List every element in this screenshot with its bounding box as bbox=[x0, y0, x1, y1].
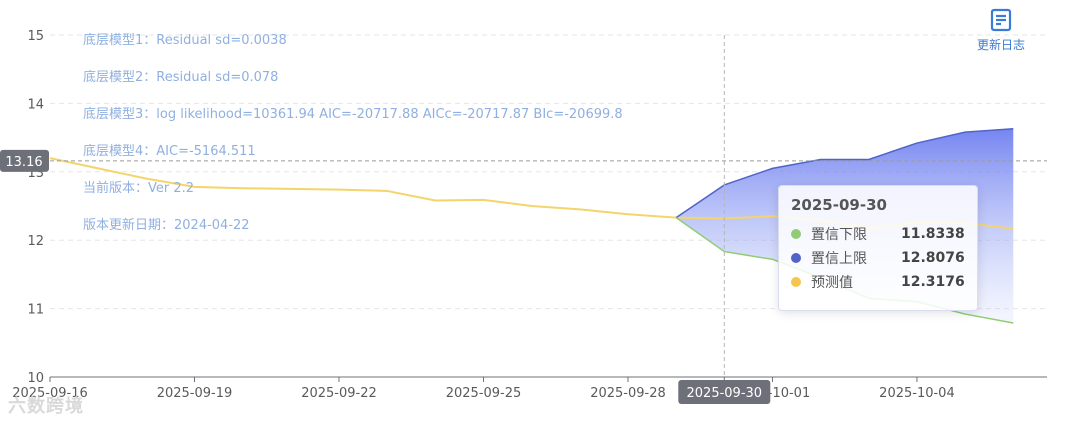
tooltip-value: 11.8338 bbox=[901, 226, 965, 242]
x-tick-label: 2025-09-19 bbox=[157, 386, 233, 401]
model-info-line: 底层模型3：log likelihood=10361.94 AIC=-20717… bbox=[83, 106, 623, 122]
y-tick-label: 11 bbox=[27, 303, 44, 318]
legend-dot-forecast bbox=[791, 277, 801, 287]
x-tick-label: 2025-09-22 bbox=[301, 386, 377, 401]
y-tick-label: 14 bbox=[27, 97, 44, 112]
crosshair: 13.16 2025-09-30 bbox=[0, 35, 1047, 404]
model-info-line: 当前版本：Ver 2.2 bbox=[83, 180, 194, 196]
y-tick-label: 15 bbox=[27, 29, 44, 44]
model-info-text: 底层模型1：Residual sd=0.0038 底层模型2：Residual s… bbox=[83, 32, 623, 233]
document-icon bbox=[990, 8, 1012, 32]
legend-dot-upper bbox=[791, 253, 801, 263]
watermark: 六数跨境 bbox=[8, 396, 84, 417]
tooltip-name: 置信下限 bbox=[811, 227, 867, 243]
tooltip-name: 置信上限 bbox=[811, 251, 867, 267]
tooltip-title: 2025-09-30 bbox=[791, 196, 887, 214]
model-info-line: 版本更新日期：2024-04-22 bbox=[83, 217, 250, 233]
crosshair-y-label-bg bbox=[0, 149, 49, 172]
model-info-line: 底层模型1：Residual sd=0.0038 bbox=[83, 32, 287, 48]
tooltip-row-lower: 置信下限 11.8338 bbox=[791, 222, 965, 246]
tooltip-value: 12.3176 bbox=[901, 274, 965, 290]
x-axis: 2025-09-16 2025-09-19 2025-09-22 2025-09-25… bbox=[12, 376, 1047, 401]
x-tick-label: 2025-09-16 bbox=[12, 386, 88, 401]
crosshair-y-label: 13.16 bbox=[5, 155, 42, 170]
crosshair-x-label: 2025-09-30 bbox=[687, 386, 763, 401]
y-tick-label: 12 bbox=[27, 234, 44, 249]
series-line bbox=[675, 127, 1014, 219]
model-info-line: 底层模型2：Residual sd=0.078 bbox=[83, 69, 278, 85]
changelog-button[interactable]: 更新日志 bbox=[968, 8, 1034, 53]
crosshair-x-label-bg bbox=[678, 380, 771, 404]
changelog-label: 更新日志 bbox=[976, 38, 1025, 52]
tooltip-row-forecast: 预测值 12.3176 bbox=[791, 270, 965, 294]
x-tick-label: 2025-09-25 bbox=[446, 386, 522, 401]
x-tick-label: 2025-10-04 bbox=[879, 386, 955, 401]
tooltip-value: 12.8076 bbox=[901, 250, 965, 266]
model-info-line: 底层模型4：AIC=-5164.511 bbox=[83, 143, 256, 159]
tooltip: 2025-09-30 置信下限 11.8338 置信上限 12.8076 预测值… bbox=[778, 185, 978, 311]
tooltip-name: 预测值 bbox=[811, 275, 853, 291]
legend-dot-lower bbox=[791, 229, 801, 239]
x-tick-label: 2025-09-28 bbox=[590, 386, 666, 401]
y-tick-label: 10 bbox=[27, 371, 44, 386]
tooltip-row-upper: 置信上限 12.8076 bbox=[791, 246, 965, 270]
